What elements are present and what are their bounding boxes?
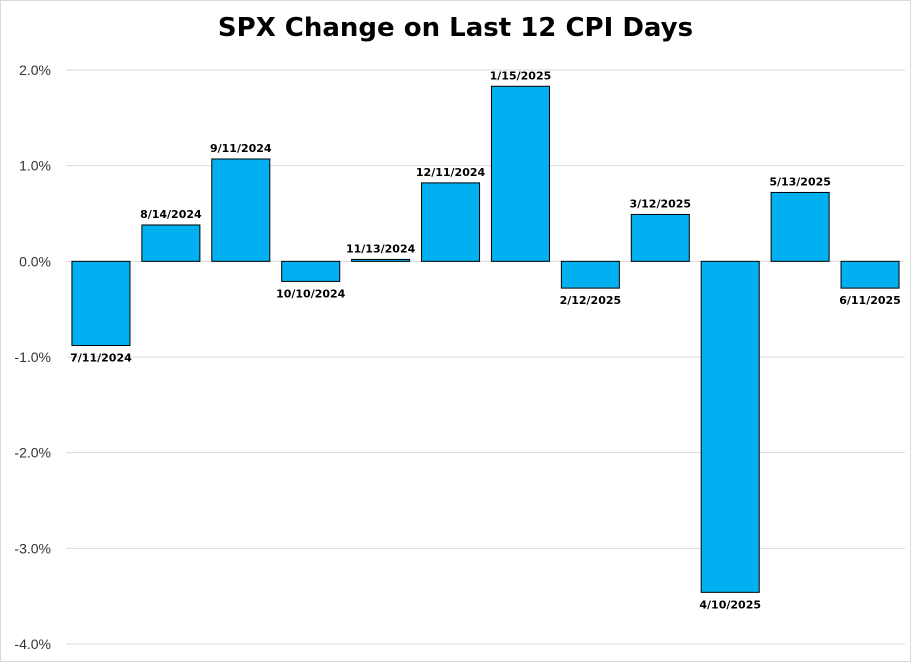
data-label: 2/12/2025	[560, 294, 622, 307]
data-label: 11/13/2024	[346, 242, 416, 255]
bar	[71, 260, 131, 347]
data-label: 9/11/2024	[210, 142, 272, 155]
bar	[630, 213, 690, 262]
bar	[700, 260, 760, 593]
bar	[560, 260, 620, 289]
data-label: 4/10/2025	[699, 598, 761, 611]
y-tick-label: -2.0%	[14, 445, 51, 461]
gridlines	[66, 69, 905, 645]
bar	[770, 191, 830, 262]
bars	[71, 85, 900, 593]
bar	[840, 260, 900, 289]
data-label: 8/14/2024	[140, 208, 202, 221]
y-tick-label: 0.0%	[19, 253, 51, 269]
bar	[141, 224, 201, 262]
bar	[281, 260, 341, 282]
bar	[490, 85, 550, 262]
chart-title: SPX Change on Last 12 CPI Days	[217, 13, 694, 43]
data-label: 3/12/2025	[629, 197, 691, 210]
bar	[421, 182, 481, 262]
y-axis-ticks: 2.0% 1.0% 0.0% -1.0% -2.0% -3.0% -4.0%	[14, 62, 51, 652]
data-label: 7/11/2024	[70, 352, 132, 365]
y-tick-label: -4.0%	[14, 636, 51, 652]
bar	[211, 158, 271, 262]
y-tick-label: -3.0%	[14, 540, 51, 556]
bar	[351, 258, 411, 262]
y-tick-label: -1.0%	[14, 349, 51, 365]
data-label: 5/13/2025	[769, 175, 831, 188]
y-tick-label: 2.0%	[19, 62, 51, 78]
y-tick-label: 1.0%	[19, 158, 51, 174]
data-label: 12/11/2024	[416, 166, 486, 179]
data-label: 6/11/2025	[839, 294, 901, 307]
data-label: 1/15/2025	[490, 69, 552, 82]
data-labels: 7/11/2024 8/14/2024 9/11/2024 10/10/2024 11/…	[70, 69, 901, 611]
data-label: 10/10/2024	[276, 287, 346, 300]
